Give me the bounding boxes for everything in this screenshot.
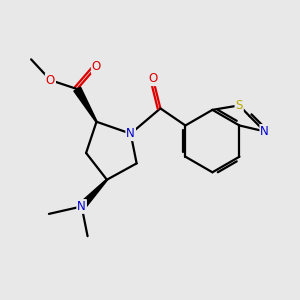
Text: N: N [126,127,135,140]
Text: O: O [92,60,101,73]
Text: O: O [148,72,158,85]
Text: S: S [236,99,243,112]
Polygon shape [79,179,107,209]
Text: O: O [46,74,55,87]
Text: N: N [260,125,269,138]
Polygon shape [74,87,97,122]
Text: N: N [77,200,86,213]
